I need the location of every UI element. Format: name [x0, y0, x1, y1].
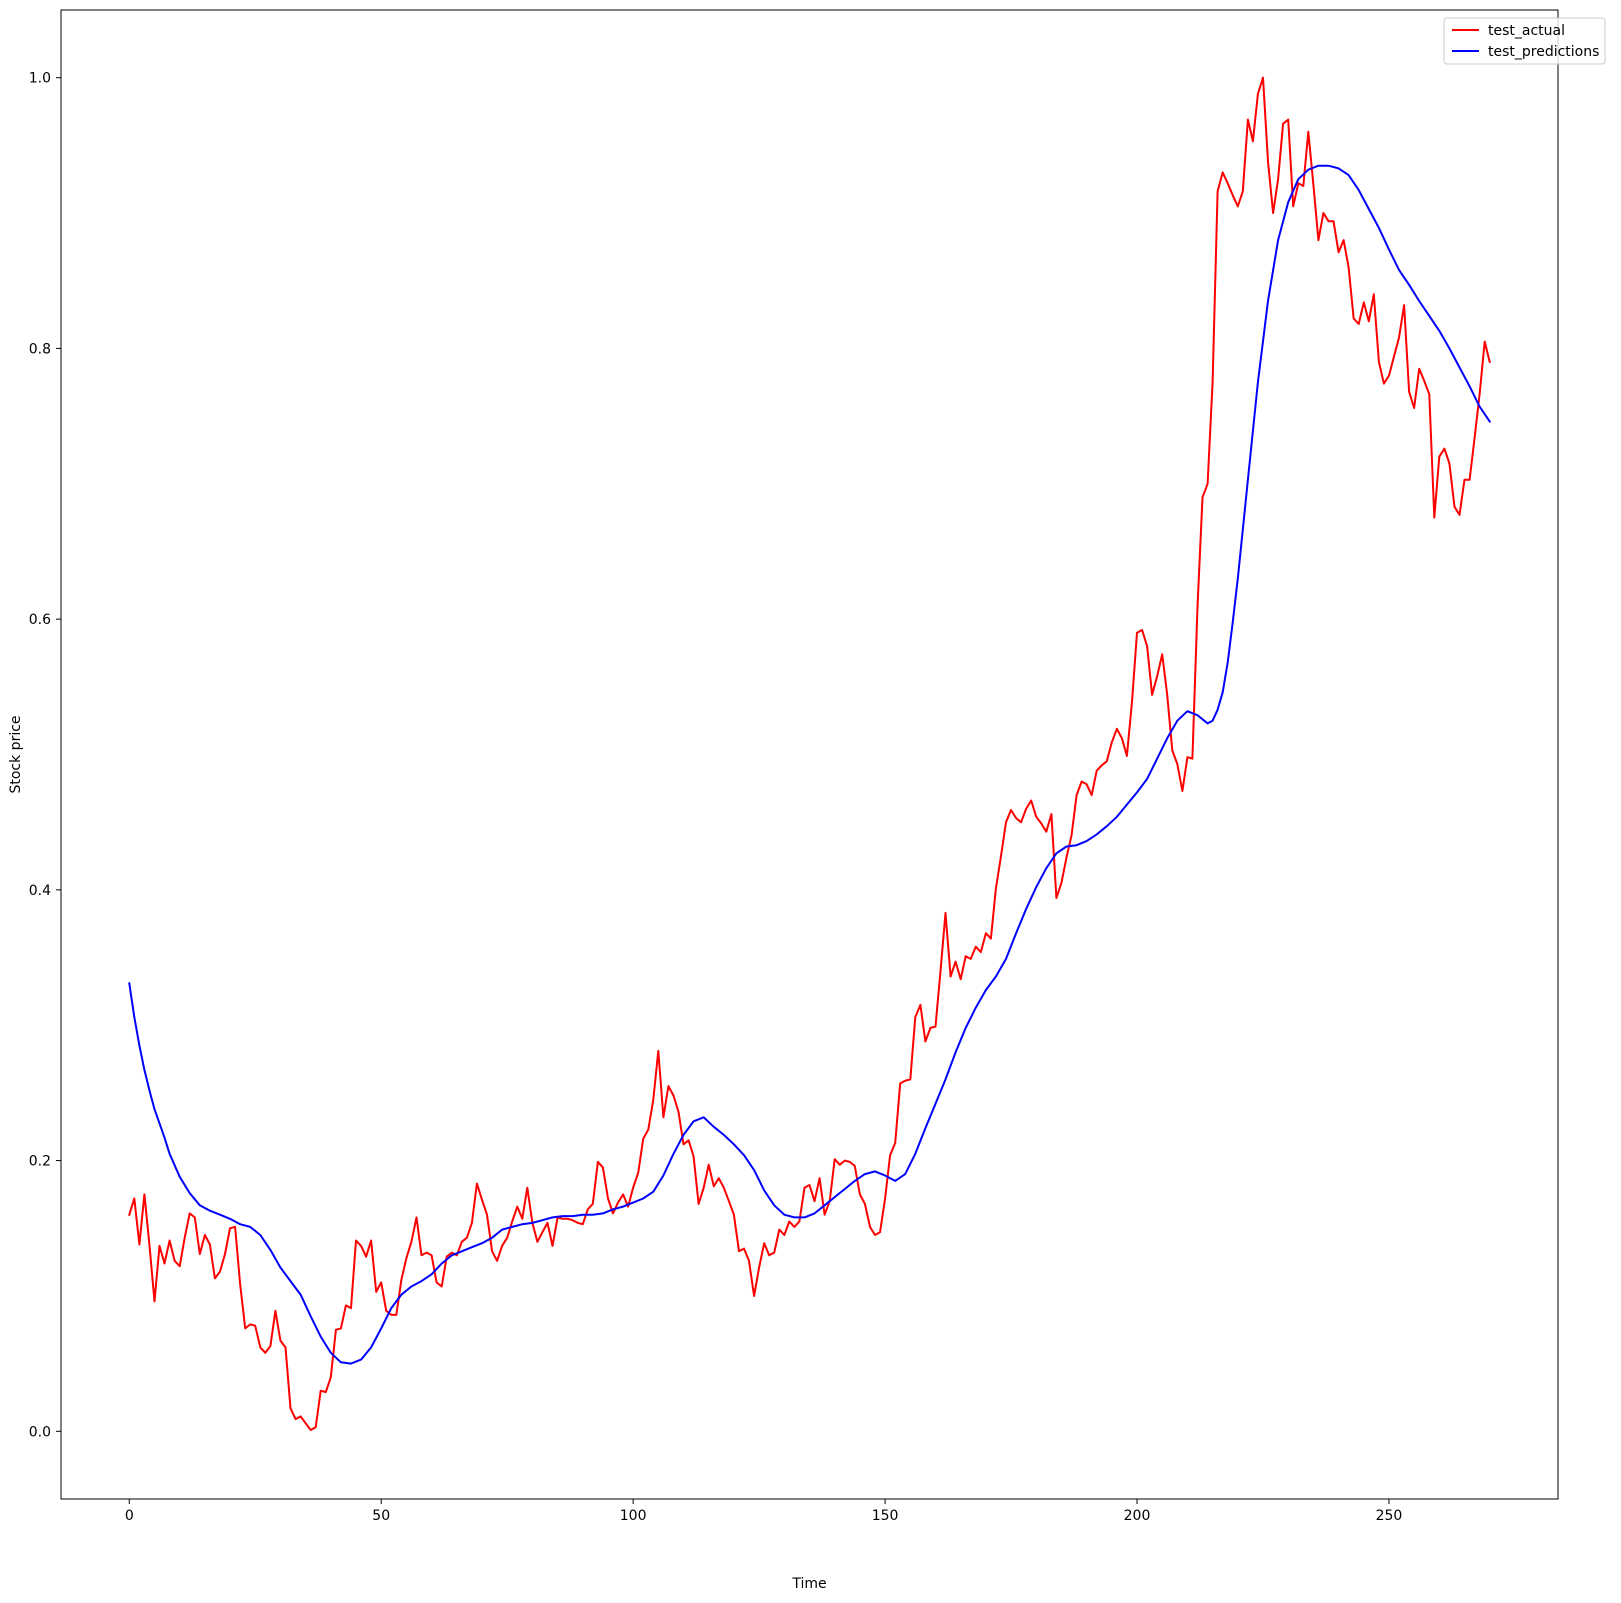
y-tick-label: 0.0 — [29, 1424, 51, 1440]
x-tick-label: 0 — [125, 1508, 134, 1524]
plot-frame — [60, 9, 1559, 1500]
legend-label-test-predictions: test_predictions — [1488, 44, 1599, 60]
y-axis: 0.0 0.2 0.4 0.6 0.8 1.0 — [29, 71, 61, 1440]
series-line-test-actual — [128, 76, 1491, 1431]
y-tick-label: 0.4 — [29, 883, 51, 899]
legend-box — [1443, 17, 1606, 65]
y-tick-label: 0.8 — [29, 341, 51, 357]
legend: test_actual test_predictions — [1443, 17, 1606, 65]
y-tick-label: 0.2 — [29, 1154, 51, 1170]
x-axis: 0 50 100 150 200 250 — [125, 1499, 1403, 1524]
x-axis-label: Time — [791, 1576, 826, 1592]
x-tick-label: 250 — [1376, 1508, 1403, 1524]
y-axis-label: Stock price — [8, 715, 24, 793]
series-layer — [128, 76, 1492, 1431]
x-tick-label: 150 — [872, 1508, 899, 1524]
y-tick-label: 0.6 — [29, 612, 51, 628]
legend-label-test-actual: test_actual — [1488, 23, 1565, 39]
x-tick-label: 200 — [1124, 1508, 1151, 1524]
x-tick-label: 100 — [620, 1508, 647, 1524]
x-tick-label: 50 — [372, 1508, 390, 1524]
plot-background — [61, 10, 1558, 1499]
y-tick-label: 1.0 — [29, 71, 51, 87]
series-line-test-predictions — [128, 164, 1492, 1365]
